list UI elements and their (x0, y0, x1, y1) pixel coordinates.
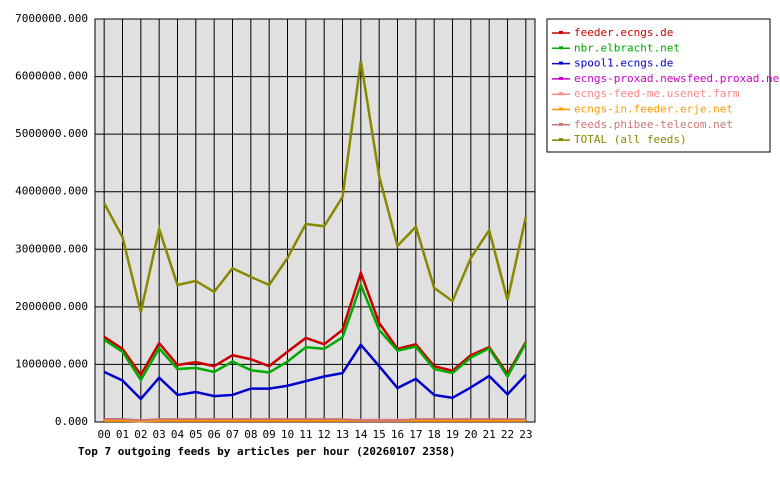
x-tick-label: 18 (428, 428, 441, 441)
x-tick-label: 00 (98, 428, 111, 441)
x-tick-label: 02 (134, 428, 147, 441)
plot-area (94, 18, 536, 423)
legend-label: TOTAL (all feeds) (574, 133, 687, 146)
series-line (103, 60, 528, 313)
y-tick-label: 1000000.000 (15, 357, 88, 370)
x-tick-label: 05 (189, 428, 202, 441)
legend-label: spool1.ecngs.de (574, 57, 673, 70)
x-tick-label: 03 (153, 428, 166, 441)
x-tick-label: 20 (464, 428, 477, 441)
legend-label: ecngs-feed-me.usenet.farm (574, 87, 740, 100)
legend-marker (559, 92, 563, 96)
x-tick-label: 10 (281, 428, 294, 441)
series-line (104, 418, 526, 422)
legend (546, 18, 771, 153)
x-tick-label: 23 (519, 428, 532, 441)
x-tick-label: 22 (501, 428, 514, 441)
x-tick-label: 08 (244, 428, 257, 441)
series-line (103, 342, 527, 401)
series-line (103, 281, 527, 383)
legend-label: ecngs-proxad.newsfeed.proxad.net (574, 72, 780, 85)
legend-marker (559, 138, 563, 142)
x-tick-label: 07 (226, 428, 239, 441)
x-tick-label: 11 (299, 428, 312, 441)
legend-label: feeder.ecngs.de (574, 26, 673, 39)
x-tick-label: 17 (409, 428, 422, 441)
legend-marker (559, 76, 563, 80)
x-tick-label: 15 (373, 428, 386, 441)
x-tick-label: 09 (263, 428, 276, 441)
legend-marker (559, 107, 563, 111)
x-tick-label: 16 (391, 428, 404, 441)
y-tick-label: 4000000.000 (15, 185, 88, 198)
x-tick-label: 14 (354, 428, 368, 441)
series-line (104, 419, 526, 423)
x-tick-label: 13 (336, 428, 349, 441)
legend-marker (559, 61, 563, 65)
x-tick-label: 19 (446, 428, 459, 441)
legend-label: feeds.phibee-telecom.net (574, 118, 733, 131)
y-tick-label: 6000000.000 (15, 70, 88, 83)
chart-title: Top 7 outgoing feeds by articles per hou… (78, 445, 456, 458)
y-tick-label: 3000000.000 (15, 242, 88, 255)
y-tick-label: 5000000.000 (15, 127, 88, 140)
legend-marker (559, 46, 563, 50)
series-line (103, 269, 527, 378)
legend-label: nbr.elbracht.net (574, 41, 680, 54)
legend-marker (559, 122, 563, 126)
x-tick-label: 12 (318, 428, 331, 441)
x-tick-label: 21 (483, 428, 496, 441)
x-tick-label: 01 (116, 428, 129, 441)
y-tick-label: 7000000.000 (15, 12, 88, 25)
y-tick-label: 2000000.000 (15, 300, 88, 313)
legend-label: ecngs-in.feeder.erje.net (574, 103, 733, 116)
legend-marker (559, 31, 563, 34)
y-tick-label: 0.000 (55, 415, 88, 428)
x-tick-label: 04 (171, 428, 185, 441)
x-tick-label: 06 (208, 428, 221, 441)
